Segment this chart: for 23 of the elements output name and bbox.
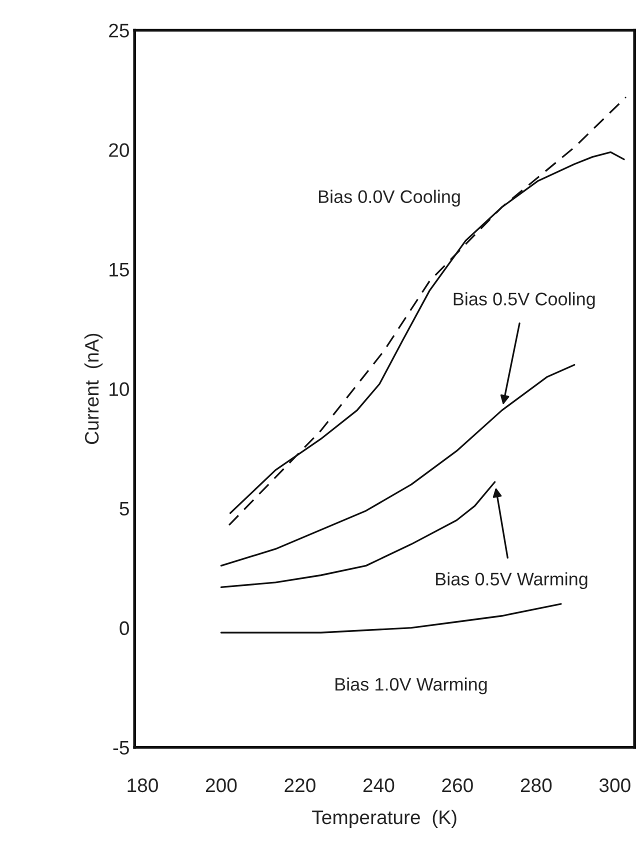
- y-tick-label: 5: [120, 502, 129, 516]
- x-tick-label: 280: [520, 778, 552, 792]
- y-tick-label: 15: [110, 262, 129, 277]
- y-tick-label: 20: [109, 143, 129, 157]
- text: Bias 0.5V Warming: [436, 572, 588, 590]
- y-tick-label: 25: [109, 24, 129, 38]
- x-tick-label: 240: [363, 778, 394, 792]
- y-tick-label: 0: [120, 621, 129, 636]
- x-tick-label: 200: [206, 778, 237, 792]
- x-tick-label: 220: [284, 778, 316, 792]
- y-tick-label: 10: [110, 382, 129, 396]
- x-tick-label: 300: [599, 778, 630, 792]
- text: Bias 1.0V Warming: [336, 677, 487, 694]
- line-series: [228, 96, 627, 526]
- y-axis-title: Current (nA): [84, 334, 103, 444]
- x-tick-label: 180: [128, 778, 158, 792]
- y-tick-label: -5: [113, 741, 129, 755]
- x-axis-title: Temperature (K): [312, 810, 456, 828]
- line-series: [220, 603, 562, 634]
- line-series: [220, 364, 576, 567]
- text: Bias 0.5V Cooling: [454, 292, 595, 310]
- series-label: Bias 0.0V Cooling: [318, 190, 460, 207]
- x-tick-label: 260: [442, 778, 473, 792]
